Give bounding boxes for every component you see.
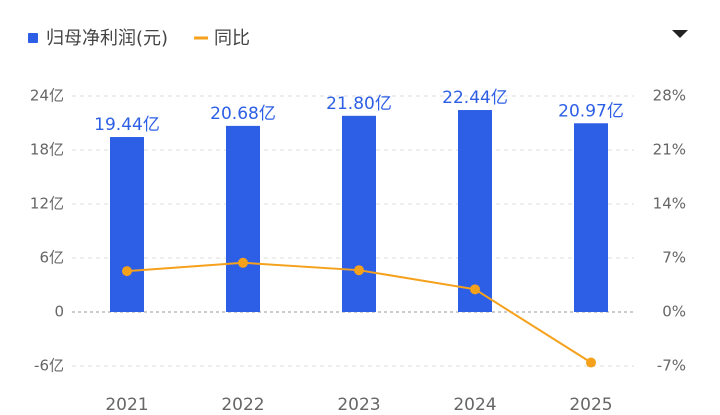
y2-tick-label: -7% bbox=[657, 357, 686, 375]
value-label: 22.44亿 bbox=[442, 88, 508, 108]
y2-tick-label: 0% bbox=[662, 303, 686, 321]
x-tick-label: 2022 bbox=[221, 395, 264, 415]
value-label: 20.68亿 bbox=[210, 104, 276, 124]
y-tick-label: 24亿 bbox=[30, 87, 64, 105]
legend-label: 归母净利润(元) bbox=[46, 28, 168, 49]
y-tick-label: 12亿 bbox=[30, 195, 64, 213]
y-tick-label: 18亿 bbox=[30, 141, 64, 159]
bar bbox=[574, 123, 608, 313]
y-tick-label: 0 bbox=[54, 303, 64, 321]
value-label: 20.97亿 bbox=[558, 101, 624, 121]
menu-toggle[interactable] bbox=[672, 30, 688, 38]
y-tick-label: 6亿 bbox=[39, 249, 64, 267]
line-point bbox=[354, 265, 364, 276]
bar bbox=[226, 125, 260, 312]
y2-tick-label: 14% bbox=[653, 195, 686, 213]
legend-label: 同比 bbox=[214, 28, 250, 49]
line-point bbox=[470, 284, 480, 295]
x-tick-label: 2023 bbox=[337, 395, 380, 415]
value-label: 19.44亿 bbox=[94, 115, 160, 135]
y2-tick-label: 21% bbox=[653, 141, 686, 159]
legend-marker bbox=[28, 33, 38, 43]
y2-tick-label: 7% bbox=[662, 249, 686, 267]
bar bbox=[458, 110, 492, 312]
value-label: 21.80亿 bbox=[326, 94, 392, 114]
y2-tick-label: 28% bbox=[653, 87, 686, 105]
bar bbox=[342, 115, 376, 312]
line-point bbox=[586, 357, 596, 368]
line-point bbox=[238, 257, 248, 268]
y-tick-label: -6亿 bbox=[34, 357, 64, 375]
x-tick-label: 2021 bbox=[105, 395, 148, 415]
bar bbox=[110, 137, 144, 312]
x-tick-label: 2024 bbox=[453, 395, 496, 415]
x-tick-label: 2025 bbox=[569, 395, 612, 415]
line-point bbox=[122, 266, 132, 277]
